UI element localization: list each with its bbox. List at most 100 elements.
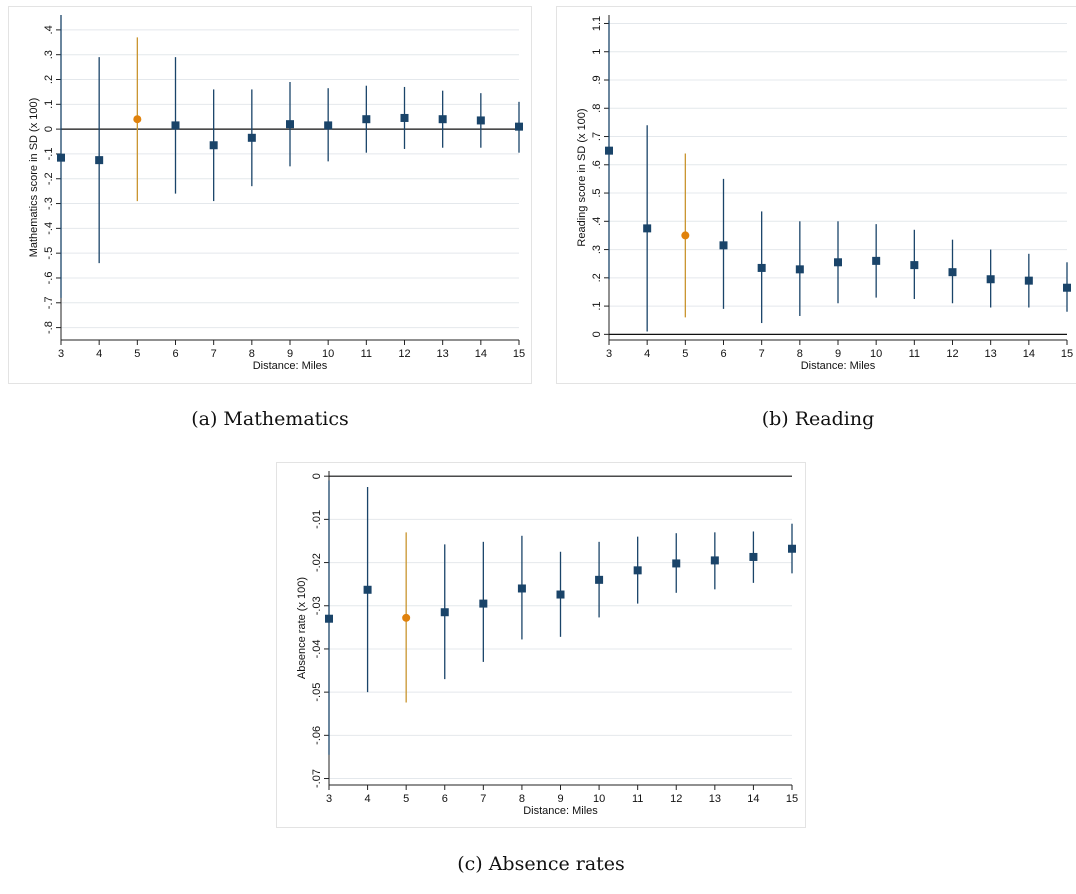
y-tick-label: -.3 xyxy=(43,197,55,210)
chart-mathematics: -.8 -.7 -.6 -.5 -.4 -.3 -.2 -.1 0 .1 .2 .3 .4 3 4 5 6 7 8 9… xyxy=(28,15,525,372)
panel-mathematics: -.8 -.7 -.6 -.5 -.4 -.3 -.2 -.1 0 .1 .2 .3 .4 3 4 5 6 7 8 9… xyxy=(8,6,532,384)
point-estimate xyxy=(515,122,523,131)
x-tick-label: 15 xyxy=(1061,348,1073,360)
point-estimate-highlight xyxy=(402,613,411,622)
y-tick-label: .3 xyxy=(591,245,603,254)
x-tick-label: 8 xyxy=(797,348,803,360)
point-estimate xyxy=(556,590,565,599)
x-tick-label: 4 xyxy=(96,348,102,360)
x-tick-label: 7 xyxy=(211,348,217,360)
chart-absence-rates: -.07 -.06 -.05 -.04 -.03 -.02 -.01 0 3 4 5 6 7 8 9 10 11… xyxy=(296,471,798,817)
point-estimate xyxy=(247,133,256,142)
x-axis-title: Distance: Miles xyxy=(801,360,876,372)
x-tick-label: 5 xyxy=(134,348,140,360)
y-tick-label: -.5 xyxy=(43,247,55,260)
y-tick-label: -.01 xyxy=(311,510,323,529)
x-tick-label: 3 xyxy=(58,348,64,360)
y-tick-label: .2 xyxy=(591,273,603,282)
y-tick-label: -.4 xyxy=(43,222,55,235)
y-tick-label: .7 xyxy=(591,132,603,141)
y-tick-label: .9 xyxy=(591,75,603,84)
point-estimate xyxy=(795,265,804,274)
x-tick-label: 11 xyxy=(361,348,372,360)
caption-absence: (c) Absence rates xyxy=(457,853,625,875)
y-axis-title: Absence rate (x 100) xyxy=(296,577,308,679)
point-estimate xyxy=(749,552,758,561)
point-estimate-highlight xyxy=(133,115,142,124)
point-estimate xyxy=(57,153,65,162)
point-estimate xyxy=(440,608,449,617)
x-tick-label: 4 xyxy=(365,793,371,805)
x-tick-label: 12 xyxy=(946,348,958,360)
y-tick-label: 1.1 xyxy=(591,16,603,31)
x-tick-label: 11 xyxy=(909,348,920,360)
point-estimate xyxy=(95,156,104,165)
y-tick-label: .4 xyxy=(43,25,55,34)
x-tick-label: 15 xyxy=(513,348,525,360)
y-axis-title: Reading score in SD (x 100) xyxy=(576,108,588,246)
x-axis-title: Distance: Miles xyxy=(523,805,598,817)
caption-mathematics: (a) Mathematics xyxy=(191,408,349,430)
y-tick-label: -.2 xyxy=(43,172,55,185)
point-estimate xyxy=(1024,276,1033,285)
y-tick-label: -.6 xyxy=(43,272,55,285)
x-tick-label: 13 xyxy=(437,348,449,360)
x-tick-label: 9 xyxy=(287,348,293,360)
y-tick-label: -.04 xyxy=(311,639,323,658)
point-estimate xyxy=(719,241,728,250)
y-tick-label: .3 xyxy=(43,50,55,59)
point-estimate xyxy=(757,263,766,272)
chart-reading: 0 .1 .2 .3 .4 .5 .6 .7 .8 .9 1 1.1 3 4 5 6 7 8 9 10 11 12 13 14… xyxy=(576,15,1073,372)
y-tick-label: .2 xyxy=(43,75,55,84)
point-estimate xyxy=(672,559,681,568)
point-estimate xyxy=(710,556,719,565)
x-axis-title: Distance: Miles xyxy=(253,360,328,372)
point-estimate xyxy=(1063,283,1071,292)
x-tick-label: 9 xyxy=(557,793,563,805)
point-estimate xyxy=(643,224,652,233)
x-tick-label: 10 xyxy=(870,348,882,360)
point-estimate xyxy=(948,268,957,277)
x-tick-label: 12 xyxy=(398,348,410,360)
y-tick-label: .1 xyxy=(591,301,603,310)
x-tick-label: 3 xyxy=(326,793,332,805)
point-estimate xyxy=(171,121,180,130)
panel-absence: -.07 -.06 -.05 -.04 -.03 -.02 -.01 0 3 4 5 6 7 8 9 10 11… xyxy=(276,462,806,828)
point-estimate xyxy=(325,614,333,623)
y-tick-label: -.06 xyxy=(311,726,323,745)
point-estimate xyxy=(209,141,218,150)
y-tick-label: -.07 xyxy=(311,769,323,788)
point-estimate xyxy=(438,115,447,124)
x-tick-label: 7 xyxy=(759,348,765,360)
y-tick-label: .5 xyxy=(591,188,603,197)
x-tick-label: 14 xyxy=(1023,348,1035,360)
y-tick-label: .6 xyxy=(591,160,603,169)
x-tick-label: 5 xyxy=(682,348,688,360)
point-estimate xyxy=(517,584,526,593)
x-tick-label: 13 xyxy=(709,793,721,805)
x-tick-label: 6 xyxy=(442,793,448,805)
y-tick-label: 0 xyxy=(591,331,603,337)
x-tick-label: 3 xyxy=(606,348,612,360)
caption-reading: (b) Reading xyxy=(761,408,875,430)
point-estimate xyxy=(324,121,333,130)
y-tick-label: -.05 xyxy=(311,683,323,702)
x-tick-label: 5 xyxy=(403,793,409,805)
point-estimate xyxy=(476,116,485,125)
y-tick-label: .8 xyxy=(591,104,603,113)
x-tick-label: 14 xyxy=(475,348,487,360)
point-estimate xyxy=(363,585,372,594)
point-estimate xyxy=(595,575,604,584)
x-tick-label: 8 xyxy=(249,348,255,360)
x-tick-label: 10 xyxy=(322,348,334,360)
point-estimate xyxy=(834,258,842,267)
y-tick-label: -.7 xyxy=(43,296,55,309)
point-estimate xyxy=(910,261,919,270)
y-tick-label: .1 xyxy=(43,100,55,109)
y-tick-label: 1 xyxy=(591,49,603,55)
panel-reading: 0 .1 .2 .3 .4 .5 .6 .7 .8 .9 1 1.1 3 4 5 6 7 8 9 10 11 12 13 14… xyxy=(556,6,1076,384)
x-tick-label: 6 xyxy=(172,348,178,360)
point-estimate xyxy=(788,544,796,553)
y-tick-label: .4 xyxy=(591,217,603,226)
y-axis-title: Mathematics score in SD (x 100) xyxy=(28,98,40,258)
